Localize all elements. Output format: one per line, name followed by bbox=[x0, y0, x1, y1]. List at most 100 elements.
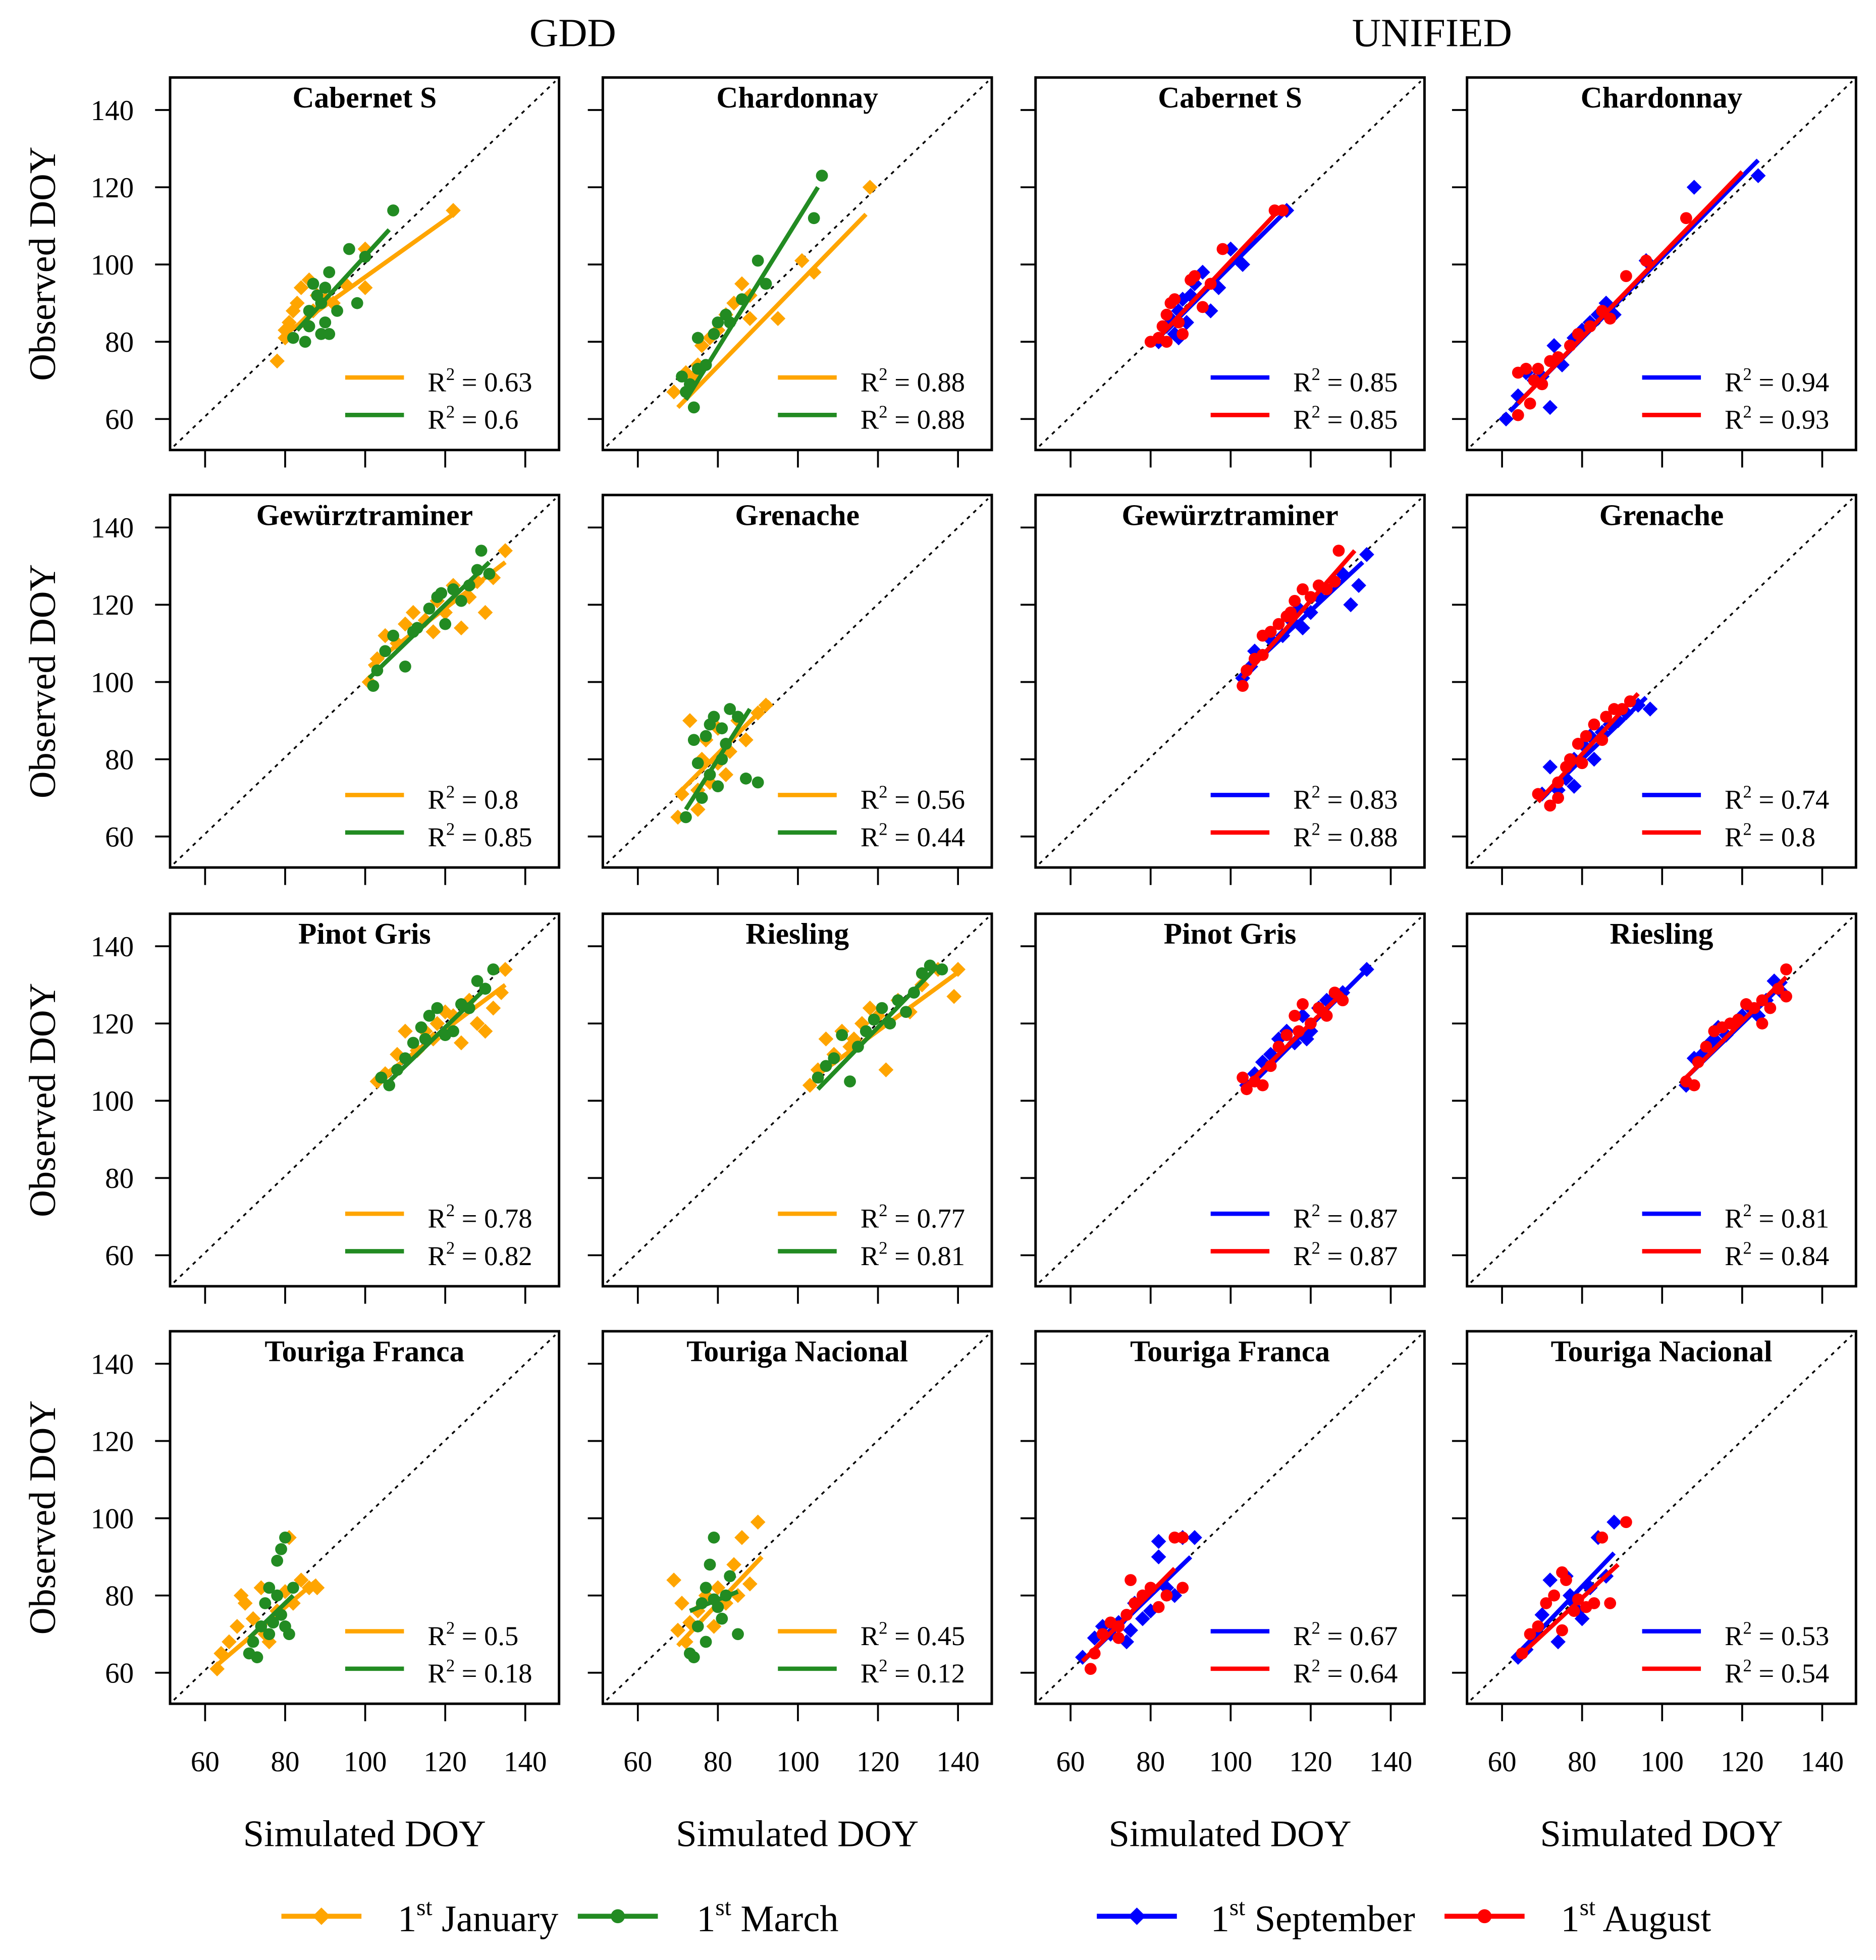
data-point-sep bbox=[1750, 168, 1766, 183]
x-tick-label: 120 bbox=[856, 1746, 899, 1778]
r2-exponent: 2 bbox=[879, 1201, 887, 1220]
r2-exponent: 2 bbox=[1312, 364, 1320, 384]
r2-value: = 0.83 bbox=[1320, 784, 1398, 815]
data-point-aug bbox=[1264, 626, 1277, 638]
y-axis-label: Observed DOY bbox=[22, 1400, 64, 1635]
y-tick-label: 140 bbox=[91, 512, 134, 544]
data-point-mar bbox=[475, 545, 488, 557]
r2-value: = 0.81 bbox=[888, 1240, 965, 1271]
data-point-aug bbox=[1280, 1029, 1293, 1042]
r2-value: = 0.94 bbox=[1752, 366, 1829, 397]
r2-exponent: 2 bbox=[446, 364, 455, 384]
r2-exponent: 2 bbox=[879, 782, 887, 801]
r2-symbol: R bbox=[1293, 784, 1312, 815]
r-squared-label: R2 = 0.5 bbox=[427, 1618, 518, 1651]
data-point-mar bbox=[687, 401, 700, 414]
x-tick-label: 60 bbox=[623, 1746, 652, 1778]
data-point-aug bbox=[1540, 1597, 1552, 1609]
data-point-mar bbox=[367, 680, 380, 692]
r2-value: = 0.8 bbox=[455, 784, 518, 815]
x-tick-label: 60 bbox=[1056, 1746, 1085, 1778]
legend-sup: st bbox=[1229, 1894, 1245, 1921]
data-point-sep bbox=[1343, 597, 1359, 613]
r2-value: = 0.74 bbox=[1752, 784, 1829, 815]
data-point-aug bbox=[1152, 1601, 1165, 1613]
data-point-jan bbox=[862, 1000, 878, 1016]
r2-symbol: R bbox=[1293, 404, 1312, 435]
data-point-mar bbox=[876, 1002, 888, 1014]
r2-symbol: R bbox=[1293, 822, 1312, 852]
data-point-aug bbox=[1572, 738, 1584, 750]
r-squared-label: R2 = 0.56 bbox=[861, 782, 965, 814]
r2-value: = 0.88 bbox=[888, 404, 965, 435]
data-point-aug bbox=[1176, 1531, 1189, 1544]
data-point-aug bbox=[1560, 1574, 1572, 1586]
data-point-aug bbox=[1548, 1589, 1561, 1602]
r2-exponent: 2 bbox=[879, 1656, 887, 1675]
legend-num: 1 bbox=[1561, 1898, 1580, 1940]
y-tick-label: 140 bbox=[91, 95, 134, 127]
y-tick-label: 60 bbox=[105, 821, 134, 853]
data-point-mar bbox=[936, 963, 948, 975]
legend-label: 1st September bbox=[1211, 1894, 1415, 1940]
r-squared-label: R2 = 0.74 bbox=[1725, 782, 1829, 814]
data-point-aug bbox=[1680, 212, 1692, 225]
r-squared-label: R2 = 0.81 bbox=[1725, 1201, 1829, 1233]
data-point-sep bbox=[1151, 1534, 1166, 1549]
data-point-mar bbox=[487, 963, 500, 975]
data-point-mar bbox=[435, 587, 448, 600]
legend-sup: st bbox=[715, 1894, 731, 1921]
circle-marker-icon bbox=[1477, 1909, 1492, 1924]
data-point-aug bbox=[1297, 998, 1309, 1010]
r2-value: = 0.63 bbox=[455, 366, 532, 397]
r2-exponent: 2 bbox=[1743, 1618, 1752, 1638]
data-point-sep bbox=[1686, 180, 1702, 195]
data-point-jan bbox=[398, 1023, 413, 1039]
r2-exponent: 2 bbox=[1312, 1201, 1320, 1220]
fit-line-aug bbox=[1241, 549, 1357, 680]
y-tick-label: 80 bbox=[105, 744, 134, 776]
r-squared-label: R2 = 0.88 bbox=[861, 364, 965, 397]
data-point-mar bbox=[691, 1620, 704, 1632]
data-point-aug bbox=[1216, 243, 1229, 255]
data-point-mar bbox=[423, 603, 436, 615]
data-point-sep bbox=[1135, 1611, 1150, 1626]
panel-title: Pinot Gris bbox=[298, 917, 431, 950]
x-tick-label: 120 bbox=[423, 1746, 466, 1778]
y-tick-label: 80 bbox=[105, 1581, 134, 1612]
r2-value: = 0.87 bbox=[1320, 1240, 1398, 1271]
data-point-aug bbox=[1620, 1516, 1632, 1529]
data-point-mar bbox=[708, 711, 720, 723]
data-point-mar bbox=[287, 332, 299, 344]
data-point-jan bbox=[726, 295, 741, 311]
data-point-mar bbox=[387, 629, 399, 642]
r2-exponent: 2 bbox=[879, 1238, 887, 1258]
data-point-jan bbox=[405, 605, 421, 620]
x-axis-label: Simulated DOY bbox=[1109, 1814, 1352, 1855]
data-point-jan bbox=[750, 1514, 766, 1530]
x-tick-label: 60 bbox=[191, 1746, 220, 1778]
x-tick-label: 140 bbox=[504, 1746, 547, 1778]
r-squared-label: R2 = 0.85 bbox=[427, 820, 532, 852]
data-point-mar bbox=[724, 703, 736, 715]
data-point-aug bbox=[1289, 1010, 1301, 1022]
r2-symbol: R bbox=[1725, 1658, 1743, 1689]
r-squared-label: R2 = 0.18 bbox=[427, 1656, 532, 1689]
r2-exponent: 2 bbox=[1743, 1238, 1752, 1258]
data-point-aug bbox=[1196, 301, 1209, 313]
panel-title: Touriga Franca bbox=[264, 1335, 464, 1368]
data-point-aug bbox=[1700, 1041, 1712, 1053]
one-to-one-line bbox=[1470, 916, 1853, 1283]
r2-symbol: R bbox=[1725, 366, 1743, 397]
y-tick-label: 60 bbox=[105, 1240, 134, 1272]
r2-exponent: 2 bbox=[879, 402, 887, 421]
fit-line-mar bbox=[367, 561, 491, 680]
one-to-one-line bbox=[173, 80, 556, 447]
diamond-marker-icon bbox=[312, 1907, 331, 1925]
data-point-aug bbox=[1189, 270, 1201, 282]
data-point-aug bbox=[1256, 1079, 1269, 1092]
